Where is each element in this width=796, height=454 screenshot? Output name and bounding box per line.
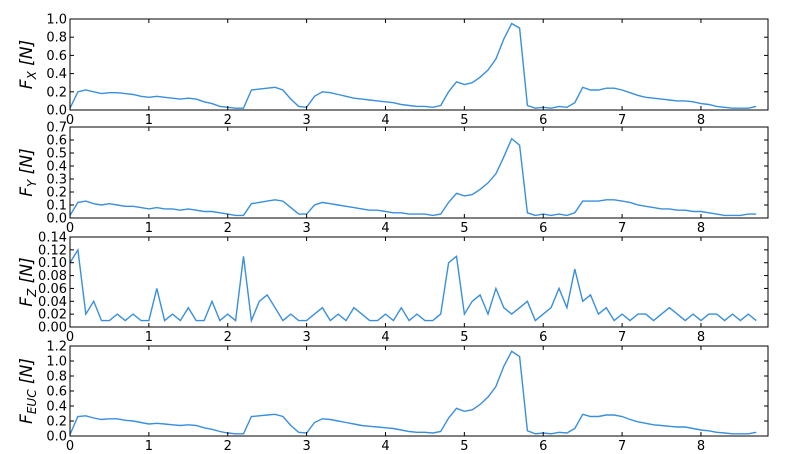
x-tick-label: 5 <box>460 113 468 128</box>
x-tick-label: 2 <box>224 221 232 236</box>
y-tick-label: 0.6 <box>46 385 67 400</box>
y-tick-label: 1.2 <box>46 340 67 355</box>
y-tick-label: 0.02 <box>38 308 67 323</box>
x-tick-label: 8 <box>697 221 705 236</box>
x-tick-label: 0 <box>66 113 74 128</box>
y-tick-label: 0.8 <box>46 370 67 385</box>
x-tick-label: 0 <box>66 439 74 454</box>
y-label-subscript: Y <box>25 178 39 187</box>
plot-area <box>70 350 757 435</box>
y-tick-label: 0.4 <box>46 160 67 175</box>
x-tick-label: 6 <box>539 439 547 454</box>
plot-area <box>70 247 757 324</box>
x-tick-label: 4 <box>381 330 389 345</box>
data-line <box>70 247 757 324</box>
y-label-symbol: F <box>17 79 37 89</box>
y-axis-label: FEUC [N] <box>17 358 39 424</box>
x-tick-label: 7 <box>618 439 626 454</box>
x-tick-label: 7 <box>618 113 626 128</box>
y-tick-label: 0.6 <box>46 49 67 64</box>
y-label-unit: [N] <box>17 257 37 283</box>
x-tick-label: 8 <box>697 113 705 128</box>
y-tick-label: 0.6 <box>46 134 67 149</box>
x-tick-label: 3 <box>302 439 310 454</box>
y-label-unit: [N] <box>17 40 37 66</box>
x-tick-label: 8 <box>697 439 705 454</box>
x-tick-label: 1 <box>145 439 153 454</box>
y-axis-label: FZ [N] <box>17 257 39 306</box>
y-tick-label: 0.0 <box>46 212 67 227</box>
y-tick-label: 0.3 <box>46 173 67 188</box>
y-tick-label: 0.4 <box>46 67 67 82</box>
y-tick-label: 0.14 <box>38 231 67 246</box>
x-tick-label: 1 <box>145 221 153 236</box>
data-line <box>70 22 757 109</box>
x-tick-label: 5 <box>460 439 468 454</box>
x-tick-label: 7 <box>618 330 626 345</box>
x-tick-label: 3 <box>302 113 310 128</box>
y-tick-label: 0.2 <box>46 415 67 430</box>
y-label-unit: [N] <box>17 358 37 384</box>
y-label-subscript: Z <box>25 288 39 298</box>
x-tick-label: 4 <box>381 439 389 454</box>
x-tick-label: 0 <box>66 221 74 236</box>
y-tick-label: 0.4 <box>46 400 67 415</box>
y-tick-label: 0.12 <box>38 243 67 258</box>
y-tick-label: 0.7 <box>46 121 67 136</box>
x-tick-label: 8 <box>697 330 705 345</box>
y-tick-label: 1.0 <box>46 355 67 370</box>
x-tick-label: 4 <box>381 113 389 128</box>
x-tick-label: 5 <box>460 330 468 345</box>
y-label-symbol: F <box>17 187 37 197</box>
y-tick-label: 0.0 <box>46 104 67 119</box>
y-tick-label: 0.8 <box>46 31 67 46</box>
y-tick-label: 0.10 <box>38 256 67 271</box>
y-label-symbol: F <box>17 297 37 307</box>
x-tick-label: 4 <box>381 221 389 236</box>
x-tick-label: 6 <box>539 221 547 236</box>
x-tick-label: 6 <box>539 330 547 345</box>
axes-frame <box>69 236 769 328</box>
y-label-unit: [N] <box>17 148 37 174</box>
x-tick-label: 6 <box>539 113 547 128</box>
y-tick-label: 1.0 <box>46 13 67 28</box>
y-axis-label: FX [N] <box>17 40 39 89</box>
y-axis-label: FY [N] <box>17 148 39 197</box>
x-tick-label: 3 <box>302 221 310 236</box>
axes-frame <box>69 18 769 111</box>
axes-frame <box>69 126 769 219</box>
x-tick-label: 1 <box>145 113 153 128</box>
x-tick-label: 0 <box>66 330 74 345</box>
y-label-subscript: EUC <box>25 389 39 414</box>
data-line <box>70 137 757 217</box>
plot-area <box>70 22 757 109</box>
y-tick-label: 0.04 <box>38 295 67 310</box>
axes-frame <box>69 345 769 437</box>
y-tick-label: 0.08 <box>38 269 67 284</box>
y-tick-label: 0.2 <box>46 186 67 201</box>
x-tick-label: 2 <box>224 330 232 345</box>
y-tick-label: 0.00 <box>38 321 67 336</box>
x-tick-label: 1 <box>145 330 153 345</box>
y-label-subscript: X <box>25 70 39 80</box>
x-tick-label: 7 <box>618 221 626 236</box>
x-tick-label: 5 <box>460 221 468 236</box>
y-tick-label: 0.2 <box>46 85 67 100</box>
x-tick-label: 3 <box>302 330 310 345</box>
x-tick-label: 2 <box>224 113 232 128</box>
data-line <box>70 350 757 435</box>
y-tick-label: 0.0 <box>46 430 67 445</box>
x-tick-label: 2 <box>224 439 232 454</box>
y-tick-label: 0.1 <box>46 199 67 214</box>
y-tick-label: 0.5 <box>46 147 67 162</box>
plot-area <box>70 137 757 217</box>
y-tick-label: 0.06 <box>38 282 67 297</box>
y-label-symbol: F <box>17 414 37 424</box>
